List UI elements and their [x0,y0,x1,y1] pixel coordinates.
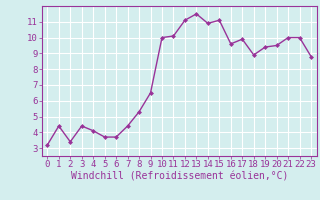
X-axis label: Windchill (Refroidissement éolien,°C): Windchill (Refroidissement éolien,°C) [70,172,288,182]
